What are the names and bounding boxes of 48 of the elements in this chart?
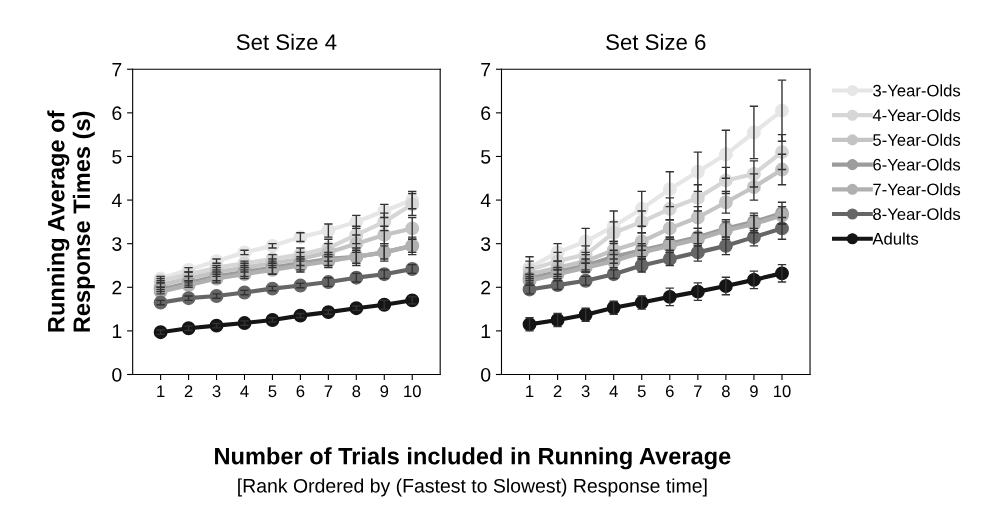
y-tick-label: 5 bbox=[481, 150, 491, 164]
x-tick-label: 4 bbox=[609, 385, 618, 397]
legend-label: Adults bbox=[872, 232, 919, 245]
legend-label: 6-Year-Olds bbox=[873, 158, 961, 171]
x-tick-label: 6 bbox=[666, 385, 674, 398]
y-tick-label: 3 bbox=[112, 237, 122, 251]
x-axis-title: Number of Trials included in Running Average bbox=[215, 447, 731, 470]
y-tick-label: 1 bbox=[112, 324, 122, 338]
x-tick-label: 10 bbox=[404, 385, 421, 398]
text: [Rank Ordered by (Fastest to Slowest) Response time] bbox=[238, 478, 707, 497]
x-tick-label: 7 bbox=[694, 385, 702, 397]
x-tick-label: 9 bbox=[380, 385, 389, 398]
chart-title: Set Size 4 bbox=[236, 33, 337, 51]
y-tick-label: 3 bbox=[481, 237, 491, 251]
x-tick-label: 8 bbox=[721, 385, 730, 398]
x-tick-label: 8 bbox=[352, 385, 361, 398]
x-tick-label: 4 bbox=[240, 385, 249, 397]
y-tick-label: 2 bbox=[112, 280, 122, 295]
x-tick-label: 5 bbox=[637, 385, 646, 398]
y-tick-label: 1 bbox=[481, 324, 491, 338]
legend-label: 8-Year-Olds bbox=[873, 207, 961, 221]
y-tick-label: 0 bbox=[112, 367, 122, 382]
x-tick-label: 2 bbox=[553, 385, 562, 397]
x-tick-label: 7 bbox=[324, 385, 333, 397]
x-tick-label: 5 bbox=[268, 385, 277, 398]
y-tick-label: 7 bbox=[481, 62, 491, 77]
x-tick-label: 10 bbox=[773, 385, 791, 398]
x-tick-label: 1 bbox=[526, 385, 534, 397]
y-tick-label: 5 bbox=[112, 150, 122, 164]
y-tick-label: 7 bbox=[112, 62, 122, 77]
y-axis-title: Running Average of Response Times (s) bbox=[47, 110, 95, 332]
y-tick-label: 6 bbox=[481, 106, 491, 121]
legend-label: 5-Year-Olds bbox=[873, 133, 961, 146]
x-tick-label: 3 bbox=[212, 385, 221, 398]
y-tick-label: 4 bbox=[111, 193, 122, 208]
legend-label: 7-Year-Olds bbox=[873, 183, 961, 196]
legend-label: 3-Year-Olds bbox=[873, 84, 961, 97]
y-tick-label: 2 bbox=[481, 280, 491, 295]
y-tick-label: 6 bbox=[112, 106, 122, 121]
x-tick-label: 3 bbox=[581, 385, 590, 398]
x-tick-label: 2 bbox=[184, 385, 193, 397]
x-tick-label: 9 bbox=[750, 385, 758, 398]
y-tick-label: 0 bbox=[481, 367, 491, 382]
legend-label: 4-Year-Olds bbox=[872, 108, 961, 122]
x-tick-label: 6 bbox=[296, 385, 305, 398]
chart-title: Set Size 6 bbox=[606, 33, 706, 51]
y-tick-label: 4 bbox=[480, 193, 491, 208]
x-tick-label: 1 bbox=[157, 385, 165, 397]
